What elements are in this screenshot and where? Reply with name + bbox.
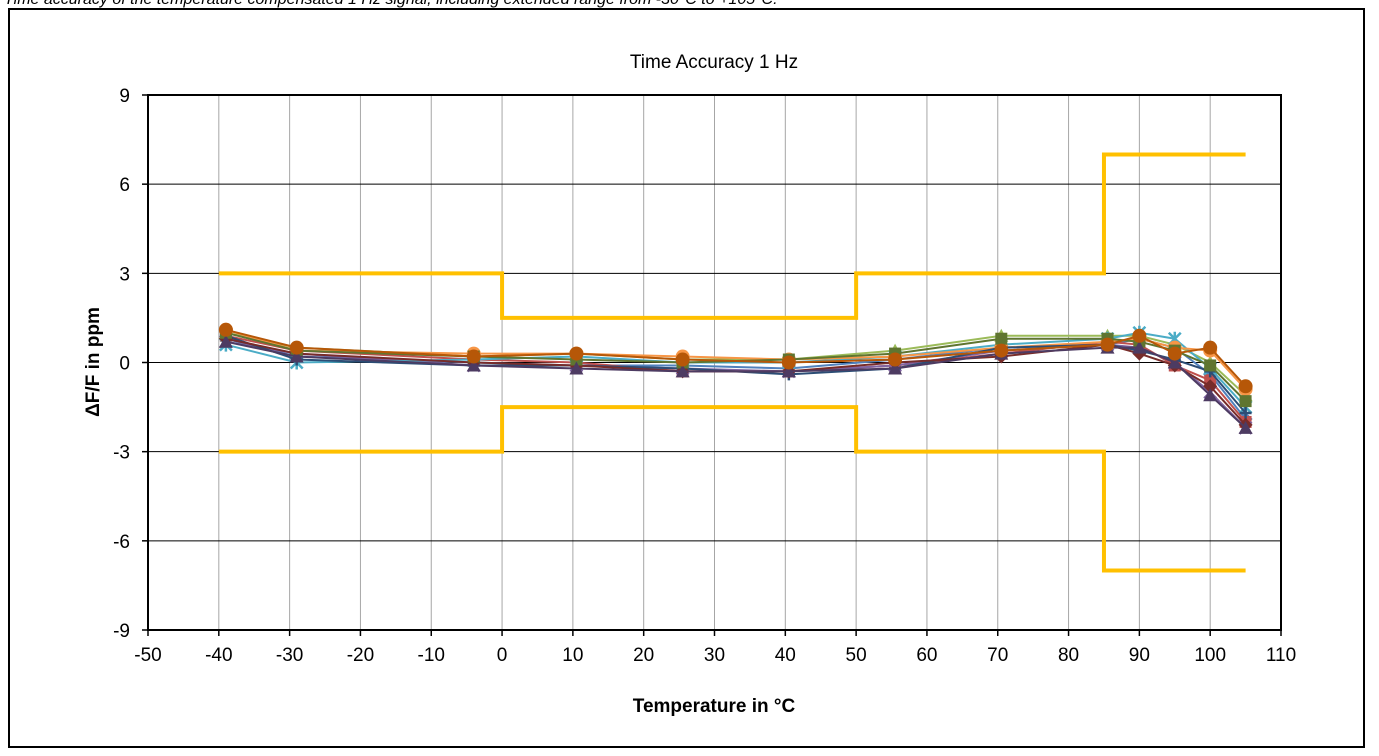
- x-tick-label: 100: [1194, 645, 1226, 666]
- x-tick-label: -20: [347, 645, 374, 666]
- data-point: [1167, 355, 1182, 369]
- x-tick-label: -50: [134, 645, 161, 666]
- chart-frame: [8, 8, 1365, 748]
- data-series: [218, 322, 1253, 435]
- x-tick-label: 70: [987, 645, 1008, 666]
- x-tick-label: -30: [276, 645, 303, 666]
- series-10: [218, 334, 1253, 434]
- x-tick-label: -10: [418, 645, 445, 666]
- y-tick-label: 6: [119, 175, 130, 196]
- data-point: [1132, 340, 1147, 354]
- x-tick-label: 90: [1129, 645, 1150, 666]
- x-tick-label: 0: [497, 645, 508, 666]
- axes: -50 -40 -30 -20 -10 0 10 20 30 40 50 60 70 80 90 100 110…: [113, 86, 1296, 666]
- x-tick-label: 10: [562, 645, 583, 666]
- x-tick-label: 50: [846, 645, 867, 666]
- data-point: [1203, 388, 1218, 402]
- x-tick-label: 20: [633, 645, 654, 666]
- data-point: [888, 352, 903, 367]
- series-11: [218, 322, 1253, 394]
- data-point: [569, 361, 584, 375]
- x-tick-label: 80: [1058, 645, 1079, 666]
- x-tick-label: 30: [704, 645, 725, 666]
- x-axis-label: Temperature in °C: [633, 696, 796, 717]
- upper-limit-line: [218, 152, 1246, 320]
- y-tick-label: 3: [119, 264, 130, 285]
- data-point: [466, 349, 481, 364]
- y-tick-label: -6: [113, 532, 130, 553]
- data-point: [1238, 420, 1253, 434]
- lower-limit-line: [218, 405, 1246, 573]
- x-tick-label: -40: [205, 645, 232, 666]
- data-point: [888, 361, 903, 375]
- tolerance-limits: [218, 152, 1246, 573]
- y-tick-label: 9: [119, 86, 130, 107]
- data-point: [218, 322, 233, 337]
- series-line: [225, 334, 1247, 414]
- y-tick-label: -3: [113, 443, 130, 464]
- series-4: [219, 334, 1253, 435]
- y-tick-label: 0: [119, 354, 130, 375]
- x-tick-label: 40: [775, 645, 796, 666]
- x-tick-label: 110: [1266, 645, 1296, 666]
- series-8: [218, 331, 1253, 432]
- data-point: [1100, 337, 1115, 352]
- y-tick-label: -9: [113, 621, 130, 642]
- data-point: [781, 364, 796, 378]
- data-point: [466, 358, 481, 372]
- data-point: [994, 343, 1009, 358]
- data-point: [781, 355, 796, 370]
- data-point: [1132, 328, 1147, 343]
- chart-title: Time Accuracy 1 Hz: [630, 52, 798, 73]
- data-point: [675, 352, 690, 367]
- y-axis-label: ΔF/F in ppm: [83, 307, 104, 417]
- data-point: [1238, 379, 1253, 394]
- data-point: [995, 332, 1008, 345]
- data-point: [1167, 346, 1182, 361]
- data-point: [289, 340, 304, 355]
- data-point: [675, 364, 690, 378]
- x-tick-label: 60: [916, 645, 937, 666]
- data-point: [289, 349, 304, 363]
- data-point: [1204, 359, 1217, 372]
- data-point: [569, 346, 584, 361]
- data-point: [1203, 379, 1218, 394]
- data-point: [1203, 340, 1218, 355]
- figure-caption: Time accuracy of the temperature compens…: [4, 0, 778, 9]
- data-point: [1239, 407, 1252, 420]
- data-point: [1239, 395, 1252, 408]
- data-point: [218, 334, 233, 348]
